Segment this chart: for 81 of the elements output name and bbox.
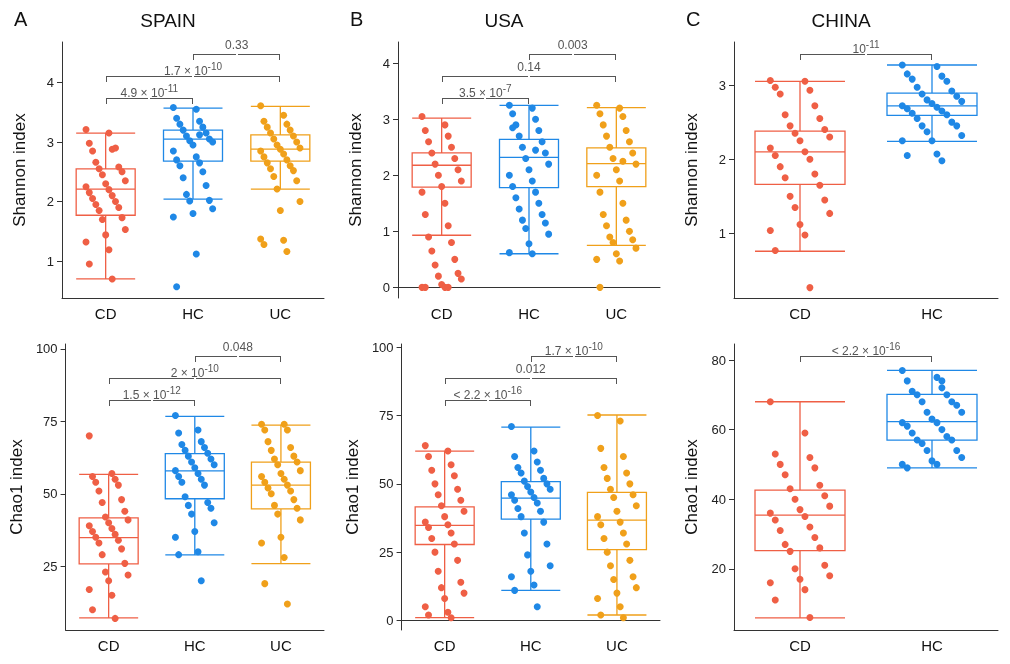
y-axis-title: Shannon index	[682, 112, 701, 227]
significance-bracket: 1.7 × 10$^{-10}$	[530, 339, 617, 362]
y-tick-label: 3	[46, 134, 54, 150]
annotation: 1.7 × 10$^{-10}$	[162, 60, 224, 79]
y-axis-title: Chao1 index	[682, 438, 701, 535]
x-tick-label: CD	[97, 637, 120, 654]
significance-bracket: 0.14	[441, 59, 617, 82]
y-axis-title: Chao1 index	[7, 438, 26, 535]
y-tick-label: 1	[718, 225, 726, 241]
y-tick-label: 80	[711, 352, 726, 368]
x-tick-label: CD	[430, 305, 453, 322]
annotation: 0.33	[224, 37, 250, 53]
y-tick-label: 1	[46, 253, 54, 269]
x-tick-label: UC	[270, 637, 292, 654]
y-axis-title: Shannon index	[10, 112, 29, 227]
y-axis-title: Shannon index	[346, 112, 365, 227]
significance-bracket: 1.7 × 10$^{-10}$	[105, 59, 281, 82]
y-tick-label: 40	[711, 491, 726, 507]
chart-title: SPAIN	[140, 10, 196, 31]
x-tick-label: HC	[921, 305, 943, 322]
y-tick-label: 25	[379, 544, 394, 560]
text: B	[350, 8, 364, 31]
y-tick-label: 0	[386, 612, 394, 628]
text: C	[686, 8, 701, 31]
x-tick-label: HC	[519, 637, 542, 654]
x-tick-label: UC	[269, 305, 292, 322]
x-tick-label: CD	[433, 637, 456, 654]
y-tick-label: 50	[43, 486, 58, 502]
annotation: 3.5 × 10$^{-7}$	[458, 82, 513, 101]
significance-bracket: 0.012	[444, 361, 617, 384]
annotation: 1.7 × 10$^{-10}$	[543, 340, 604, 359]
y-tick-label: 2	[718, 151, 726, 167]
y-tick-label: 3	[718, 77, 726, 93]
y-tick-label: 2	[382, 167, 390, 183]
annotation: 0.012	[514, 361, 547, 377]
significance-bracket: 0.003	[529, 37, 617, 60]
x-tick-label: HC	[182, 305, 204, 322]
chart-title: CHINA	[811, 10, 871, 31]
annotation: 4.9 × 10$^{-11}$	[119, 82, 180, 101]
annotation: 1.5 × 10$^{-12}$	[121, 384, 182, 403]
annotation: 10$^{-11}$	[851, 38, 881, 57]
significance-bracket: 3.5 × 10$^{-7}$	[441, 81, 529, 104]
significance-bracket: 0.33	[193, 37, 281, 60]
y-tick-label: 0	[382, 279, 390, 295]
y-tick-label: 100	[35, 341, 58, 357]
y-axis-title: Chao1 index	[343, 438, 362, 535]
significance-bracket: 1.5 × 10$^{-12}$	[108, 383, 195, 406]
x-tick-label: CD	[789, 305, 811, 322]
annotation: 0.14	[516, 59, 542, 75]
annotation: 0.048	[221, 339, 254, 355]
chart-title: USA	[484, 10, 524, 31]
x-tick-label: UC	[605, 305, 628, 322]
significance-bracket: 2 × 10$^{-10}$	[108, 361, 281, 384]
y-tick-label: 20	[711, 561, 726, 577]
y-tick-label: 2	[46, 194, 54, 210]
y-tick-label: 75	[379, 408, 394, 424]
x-tick-label: HC	[183, 637, 206, 654]
x-tick-label: HC	[921, 637, 943, 654]
x-tick-label: UC	[606, 637, 628, 654]
annotation: 2 × 10$^{-10}$	[169, 362, 220, 381]
annotation: < 2.2 × 10$^{-16}$	[830, 340, 902, 359]
x-tick-label: HC	[518, 305, 540, 322]
y-tick-label: 75	[43, 413, 58, 429]
x-tick-label: CD	[789, 637, 811, 654]
significance-bracket: < 2.2 × 10$^{-16}$	[800, 339, 932, 362]
significance-bracket: 4.9 × 10$^{-11}$	[105, 81, 193, 104]
y-tick-label: 1	[382, 223, 390, 239]
significance-bracket: < 2.2 × 10$^{-16}$	[444, 383, 531, 406]
y-tick-label: 25	[43, 558, 58, 574]
significance-bracket: 10$^{-11}$	[800, 37, 932, 60]
y-tick-label: 60	[711, 422, 726, 438]
text: A	[14, 8, 28, 31]
significance-bracket: 0.048	[194, 339, 281, 362]
y-tick-label: 3	[382, 111, 390, 127]
y-tick-label: 4	[46, 74, 54, 90]
annotation: 0.003	[556, 37, 589, 53]
y-tick-label: 50	[379, 476, 394, 492]
annotation: < 2.2 × 10$^{-16}$	[452, 384, 523, 403]
y-tick-label: 100	[371, 339, 394, 355]
y-tick-label: 4	[382, 55, 390, 71]
x-tick-label: CD	[94, 305, 117, 322]
